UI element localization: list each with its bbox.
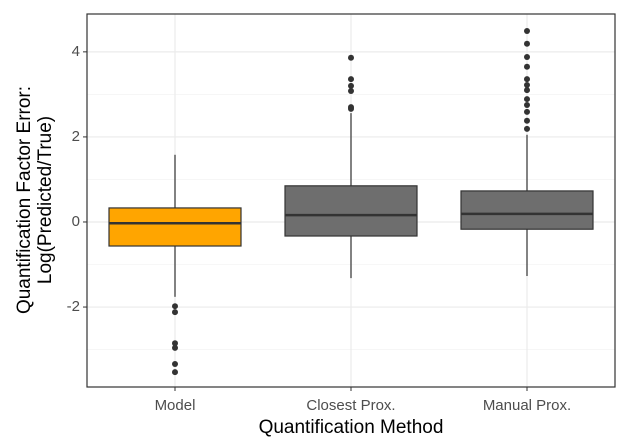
outlier <box>348 104 354 111</box>
y-tick-label: -2 <box>67 298 80 315</box>
box <box>284 185 418 237</box>
x-tick-label: Manual Prox. <box>483 397 571 414</box>
outlier <box>348 82 354 89</box>
outlier <box>524 87 530 94</box>
outlier <box>524 96 530 103</box>
outlier <box>172 303 178 310</box>
outlier <box>524 117 530 124</box>
x-axis-title: Quantification Method <box>259 417 444 438</box>
outlier <box>524 76 530 83</box>
y-axis-title: Log(Predicted/True) <box>35 116 56 284</box>
outlier <box>348 76 354 83</box>
y-tick-label: 2 <box>72 128 80 145</box>
outlier <box>524 108 530 115</box>
outlier <box>172 309 178 316</box>
x-tick-label: Closest Prox. <box>306 397 395 414</box>
outlier <box>172 344 178 351</box>
y-tick-label: 4 <box>72 43 80 60</box>
box <box>108 207 242 247</box>
outlier <box>524 63 530 70</box>
outlier <box>172 369 178 376</box>
outlier <box>524 53 530 60</box>
outlier <box>348 87 354 94</box>
outlier <box>524 102 530 109</box>
panel-border <box>86 13 616 388</box>
outlier <box>172 340 178 347</box>
outlier <box>348 54 354 61</box>
outlier <box>524 125 530 132</box>
outlier <box>524 28 530 35</box>
outlier <box>524 82 530 89</box>
y-axis-title: Quantification Factor Error: <box>14 86 35 314</box>
outlier <box>172 361 178 368</box>
y-tick-label: 0 <box>72 213 80 230</box>
x-tick-label: Model <box>155 397 196 414</box>
outlier <box>524 40 530 47</box>
box <box>460 190 594 230</box>
